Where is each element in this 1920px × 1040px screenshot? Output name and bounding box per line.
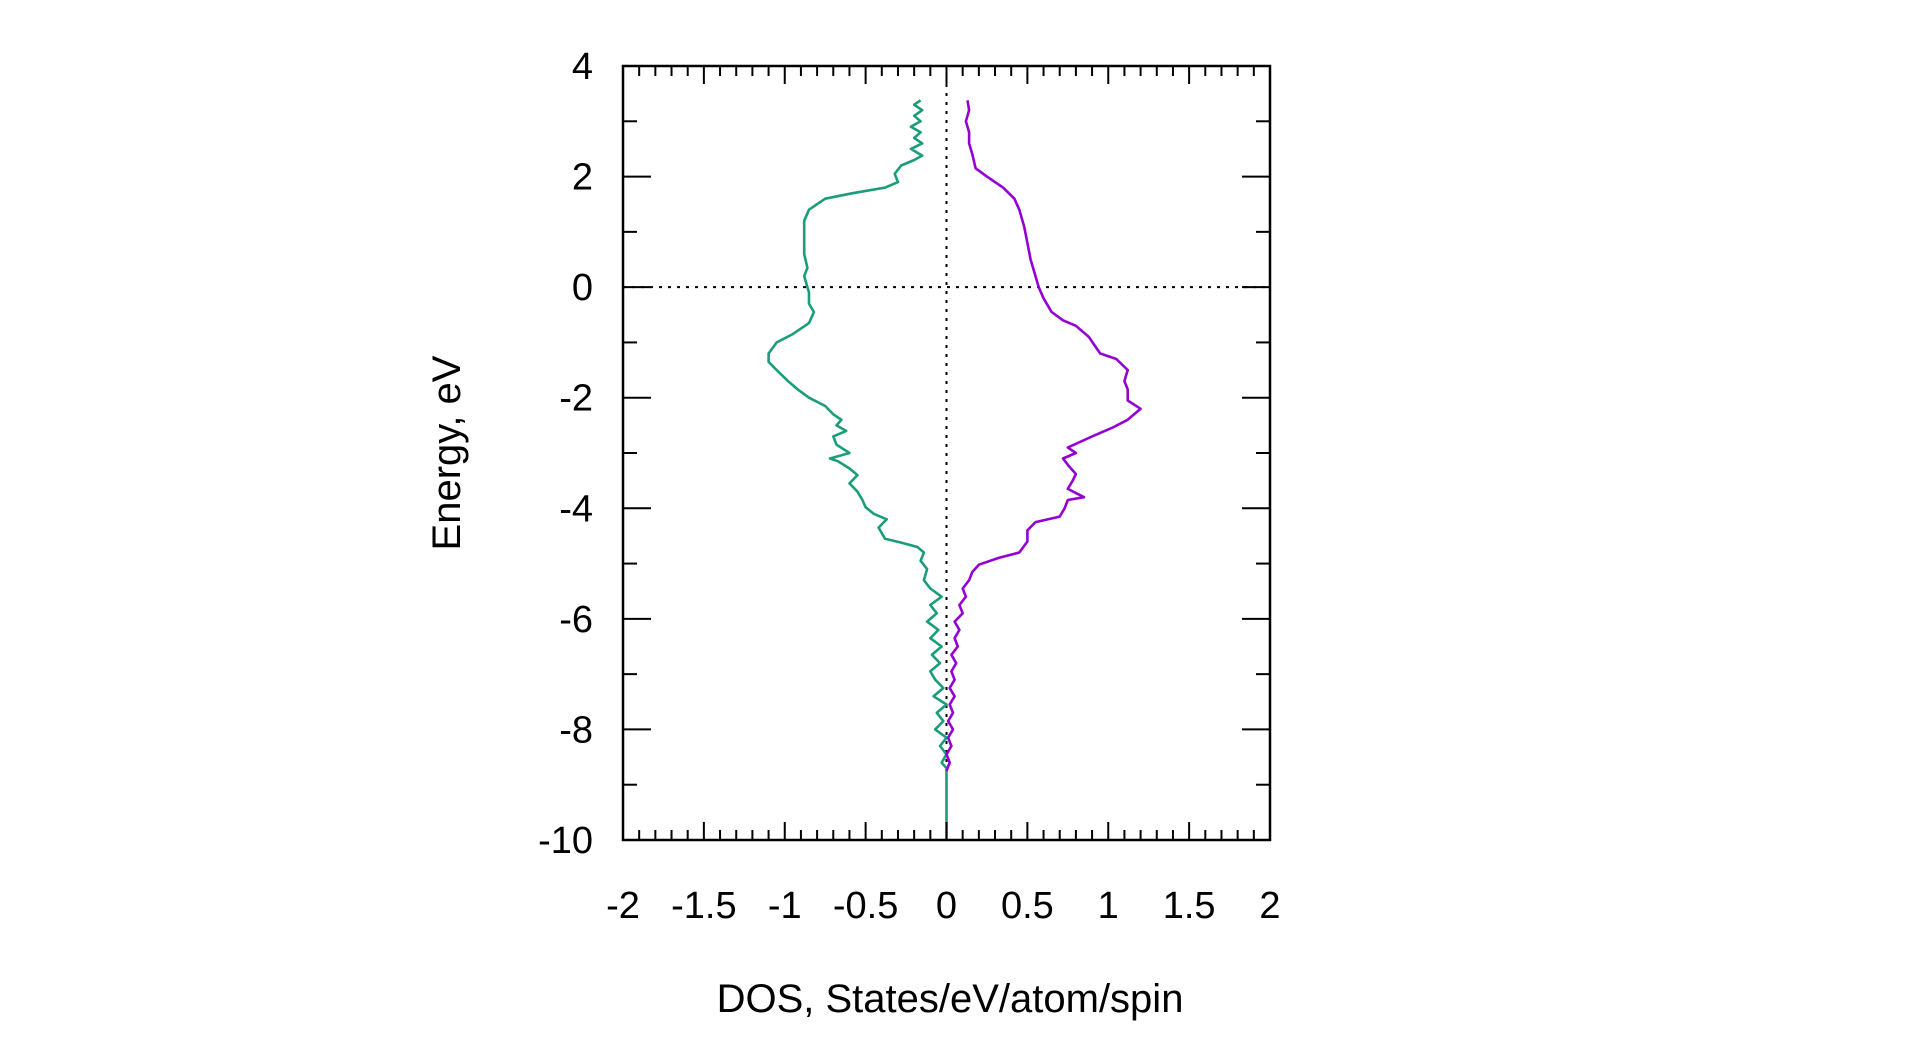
y-tick-label: 2 bbox=[572, 157, 593, 199]
x-tick-label: -2 bbox=[606, 885, 640, 927]
x-tick-label: -1 bbox=[768, 885, 802, 927]
plot-area bbox=[623, 66, 1270, 840]
y-tick-label: -6 bbox=[559, 599, 593, 641]
y-tick-label: -10 bbox=[538, 820, 593, 862]
y-tick-label: -8 bbox=[559, 709, 593, 751]
y-axis-label: Energy, eV bbox=[425, 355, 469, 550]
x-tick-label: -0.5 bbox=[833, 885, 898, 927]
tick-labels: -2 -1.5 -1 -0.5 0 0.5 1 1.5 2 -10 -8 -6 -4 -2 0 2 4 bbox=[538, 46, 1280, 927]
x-axis-label: DOS, States/eV/atom/spin bbox=[717, 977, 1184, 1021]
spin-up-dos-line bbox=[945, 100, 1142, 772]
plot-frame bbox=[621, 64, 1272, 842]
y-tick-label: 0 bbox=[572, 267, 593, 309]
x-tick-label: 2 bbox=[1259, 885, 1280, 927]
y-tick-label: -2 bbox=[559, 378, 593, 420]
y-tick-label: 4 bbox=[572, 46, 593, 88]
x-tick-label: -1.5 bbox=[671, 885, 736, 927]
y-tick-label: -4 bbox=[559, 488, 593, 530]
x-tick-label: 0 bbox=[936, 885, 957, 927]
x-tick-label: 1.5 bbox=[1163, 885, 1216, 927]
x-tick-label: 1 bbox=[1098, 885, 1119, 927]
x-tick-label: 0.5 bbox=[1001, 885, 1054, 927]
spin-down-dos-line bbox=[767, 99, 948, 840]
